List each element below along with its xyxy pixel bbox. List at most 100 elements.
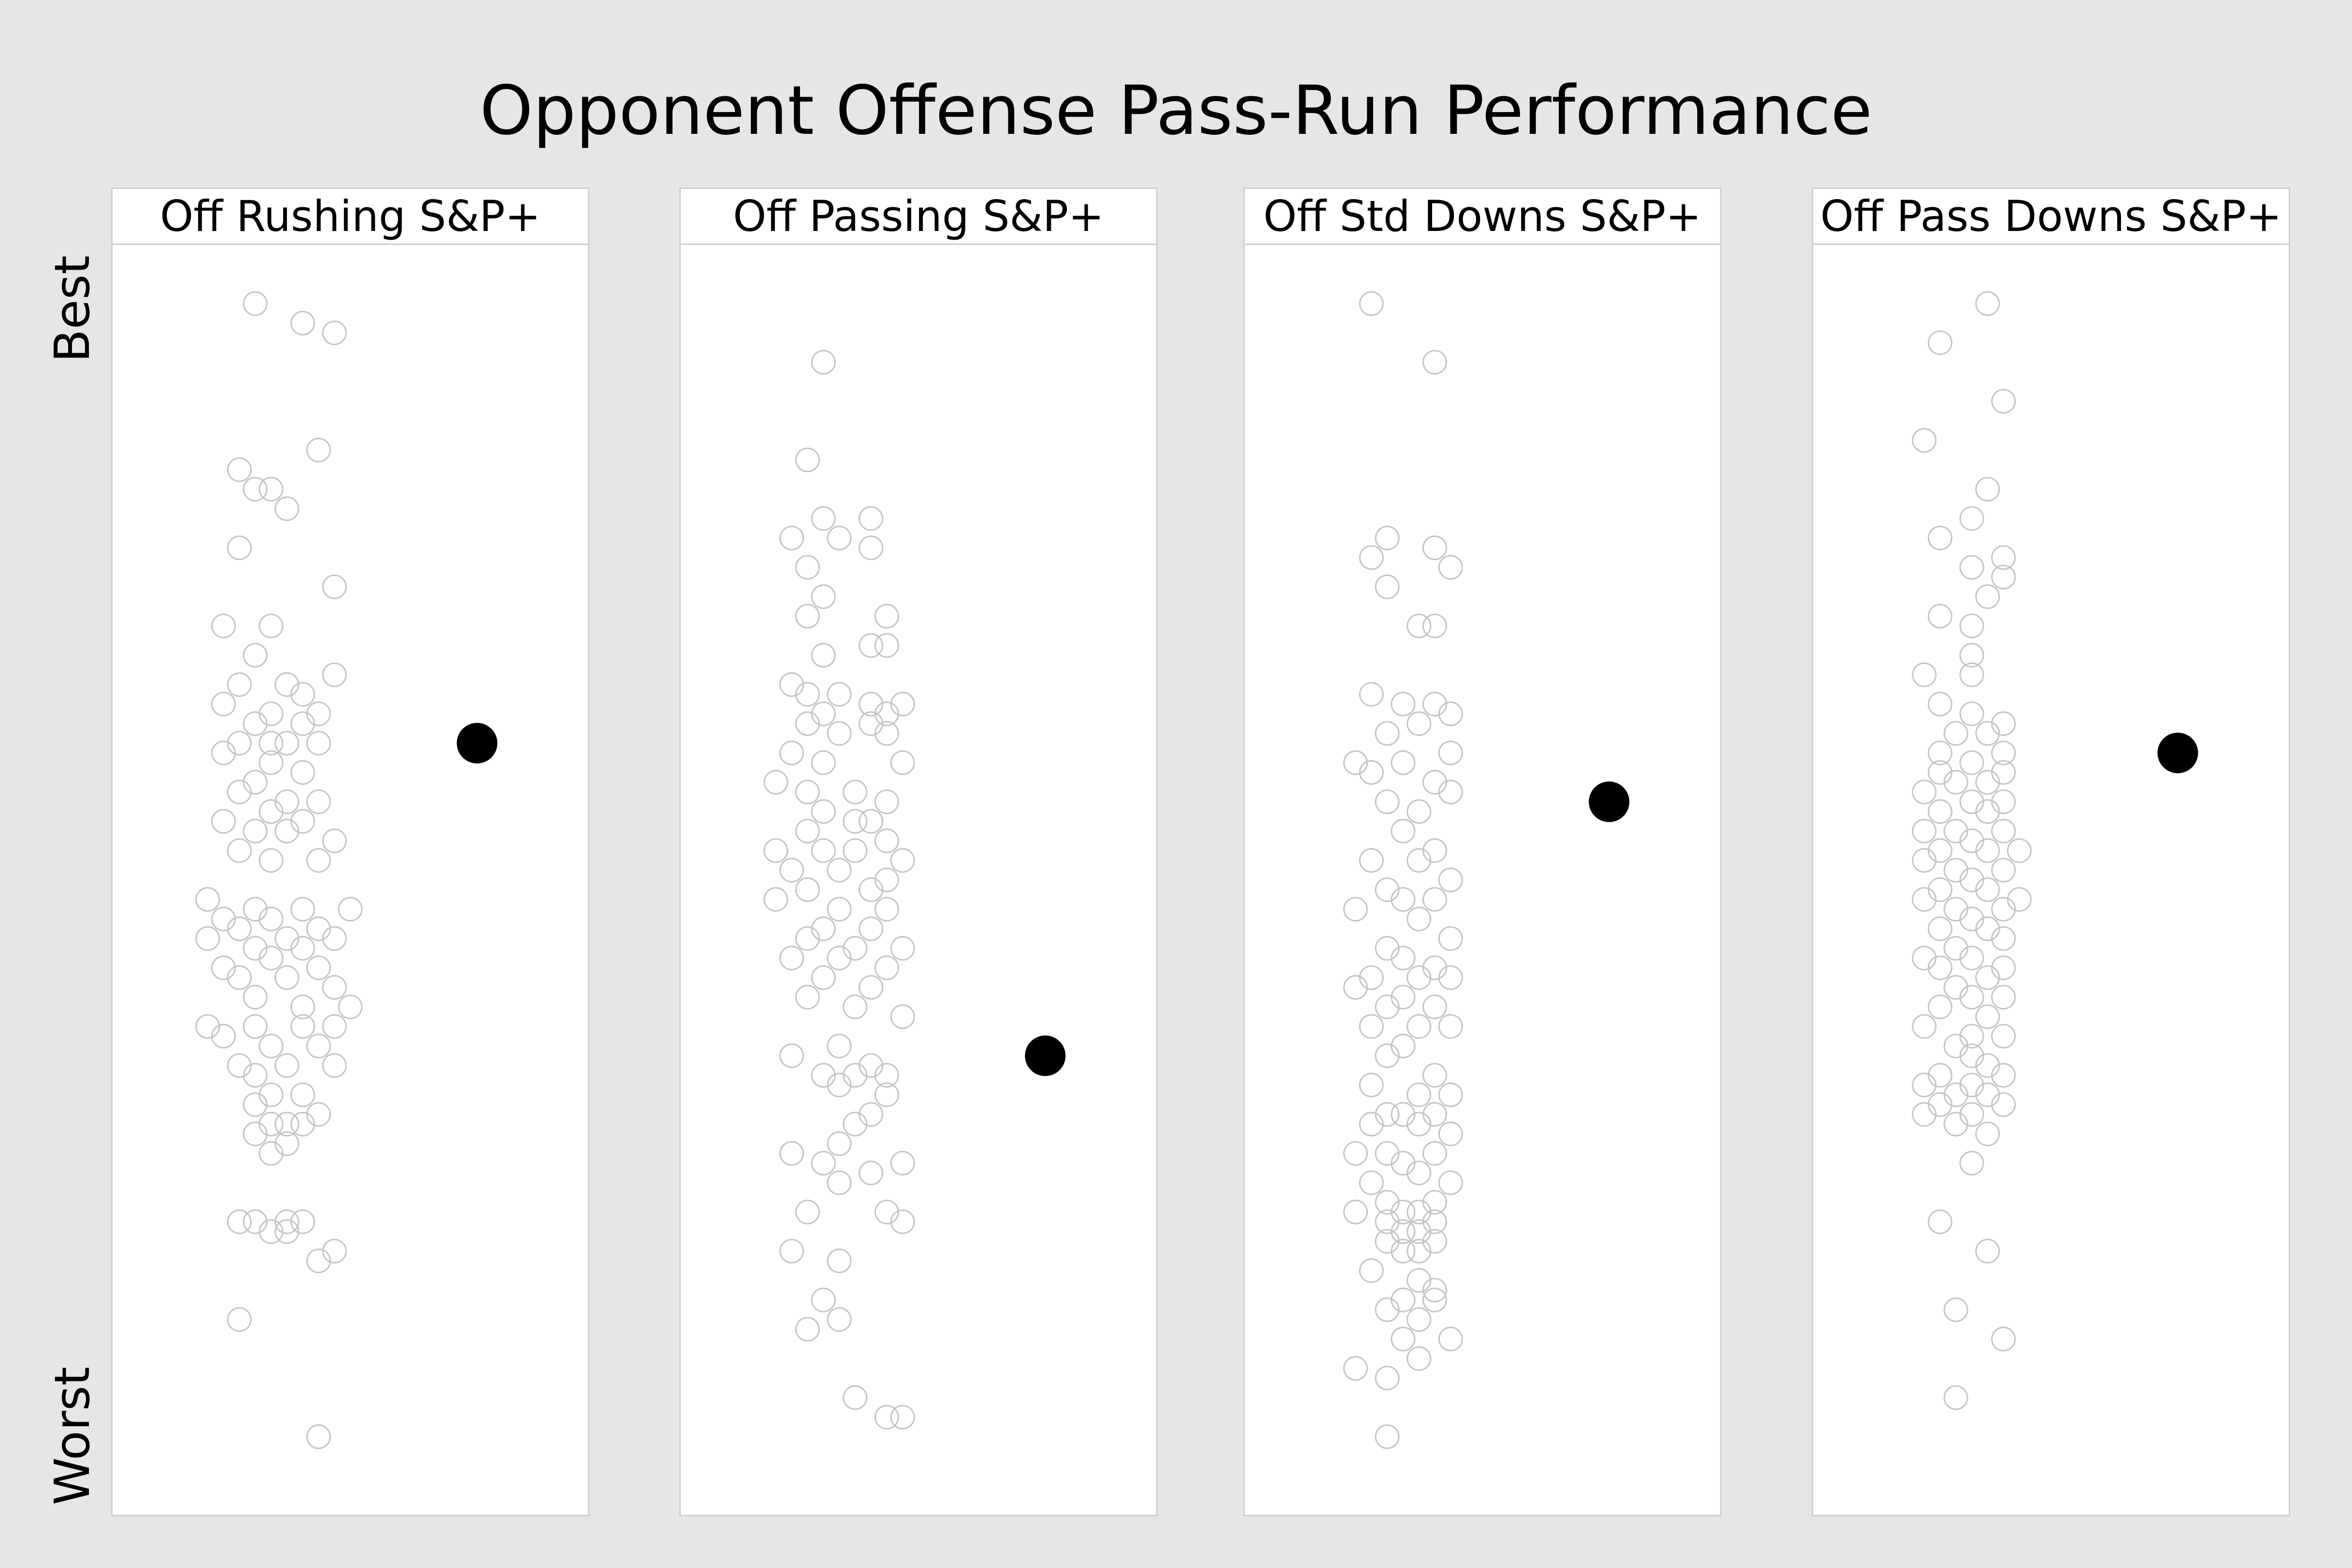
- scatter-point: [1975, 1082, 2000, 1108]
- scatter-point: [811, 799, 836, 824]
- scatter-point: [274, 1111, 300, 1136]
- scatter-point: [1343, 1141, 1368, 1166]
- panel-plot-area: [763, 350, 1066, 1430]
- scatter-point: [811, 838, 836, 863]
- scatter-point: [1391, 1199, 1416, 1224]
- scatter-point: [795, 985, 820, 1010]
- scatter-point: [1943, 936, 1968, 961]
- scatter-point: [274, 672, 300, 697]
- scatter-point: [1943, 770, 1968, 795]
- scatter-point: [1991, 545, 2016, 570]
- scatter-point: [1975, 1238, 2000, 1264]
- scatter-point: [843, 1063, 868, 1088]
- scatter-point: [274, 1131, 300, 1156]
- scatter-point: [1422, 1190, 1448, 1215]
- scatter-point: [1391, 1034, 1416, 1059]
- scatter-point: [1943, 1297, 1968, 1322]
- scatter-point: [1406, 711, 1432, 736]
- scatter-point: [1959, 946, 1984, 971]
- scatter-point: [1406, 848, 1432, 873]
- scatter-point: [258, 1111, 284, 1136]
- scatter-point: [1359, 682, 1384, 707]
- highlight-point: [457, 723, 498, 763]
- scatter-point: [1359, 965, 1384, 990]
- scatter-point: [1927, 1092, 1952, 1117]
- scatter-point: [890, 1151, 915, 1176]
- scatter-point: [890, 1004, 915, 1029]
- scatter-point: [874, 633, 899, 658]
- scatter-point: [1359, 848, 1384, 873]
- scatter-point: [779, 858, 804, 883]
- scatter-point: [1406, 1199, 1432, 1224]
- scatter-point: [1422, 535, 1448, 561]
- scatter-point: [227, 916, 252, 941]
- scatter-point: [1912, 428, 1937, 453]
- scatter-point: [2007, 887, 2032, 912]
- scatter-point: [1359, 760, 1384, 785]
- panel-title: Off Passing S&P+: [681, 189, 1156, 245]
- scatter-point: [1927, 916, 1952, 941]
- scatter-point: [827, 721, 852, 746]
- scatter-point: [1422, 613, 1448, 638]
- scatter-point: [1438, 1326, 1463, 1352]
- scatter-point: [1959, 750, 1984, 775]
- scatter-point: [243, 897, 268, 922]
- scatter-point: [1927, 1063, 1952, 1088]
- scatter-point: [227, 457, 252, 482]
- scatter-point: [843, 936, 868, 961]
- scatter-point: [859, 535, 884, 561]
- scatter-point: [322, 1014, 347, 1039]
- scatter-point: [258, 1141, 284, 1166]
- scatter-point: [274, 926, 300, 951]
- scatter-point: [859, 916, 884, 941]
- panel-off-passing: Off Passing S&P+: [679, 187, 1158, 1516]
- highlight-point: [1025, 1035, 1066, 1076]
- scatter-point: [1975, 770, 2000, 795]
- scatter-point: [811, 965, 836, 990]
- scatter-point: [859, 506, 884, 531]
- scatter-point: [1959, 1151, 1984, 1176]
- scatter-point: [1927, 604, 1952, 629]
- scatter-point: [1991, 388, 2016, 414]
- scatter-point: [1375, 1141, 1400, 1166]
- scatter-point: [195, 926, 220, 951]
- scatter-point: [306, 1248, 331, 1273]
- scatter-point: [243, 1063, 268, 1088]
- scatter-point: [1406, 1346, 1432, 1371]
- scatter-point: [1943, 975, 1968, 1000]
- scatter-point: [890, 936, 915, 961]
- scatter-point: [1912, 1102, 1937, 1127]
- scatter-point: [811, 1063, 836, 1088]
- panel-title: Off Rushing S&P+: [113, 189, 588, 245]
- scatter-point: [1943, 1082, 1968, 1108]
- scatter-point: [1991, 564, 2016, 590]
- scatter-point: [1943, 897, 1968, 922]
- scatter-point: [1975, 1122, 2000, 1147]
- scatter-point: [827, 1170, 852, 1195]
- scatter-point: [1991, 760, 2016, 785]
- scatter-point: [874, 1405, 899, 1430]
- scatter-point: [258, 799, 284, 824]
- scatter-point: [1406, 1161, 1432, 1185]
- scatter-point: [243, 770, 268, 795]
- scatter-point: [1359, 291, 1384, 316]
- scatter-point: [1975, 838, 2000, 863]
- scatter-point: [290, 1209, 316, 1234]
- scatter-point: [1422, 838, 1448, 863]
- scatter-point: [1912, 779, 1937, 805]
- scatter-point: [779, 1043, 804, 1068]
- scatter-point: [1943, 1034, 1968, 1059]
- scatter-point: [1943, 721, 1968, 746]
- scatter-point: [243, 476, 268, 502]
- scatter-point: [795, 779, 820, 805]
- scatter-point: [1943, 1111, 1968, 1136]
- scatter-point: [1406, 613, 1432, 638]
- scatter-point: [1959, 643, 1984, 668]
- scatter-point: [274, 1209, 300, 1234]
- scatter-point: [811, 750, 836, 775]
- scatter-point: [227, 535, 252, 561]
- scatter-point: [890, 1405, 915, 1430]
- scatter-point: [1975, 1004, 2000, 1029]
- scatter-point: [1406, 965, 1432, 990]
- scatter-point: [874, 1199, 899, 1224]
